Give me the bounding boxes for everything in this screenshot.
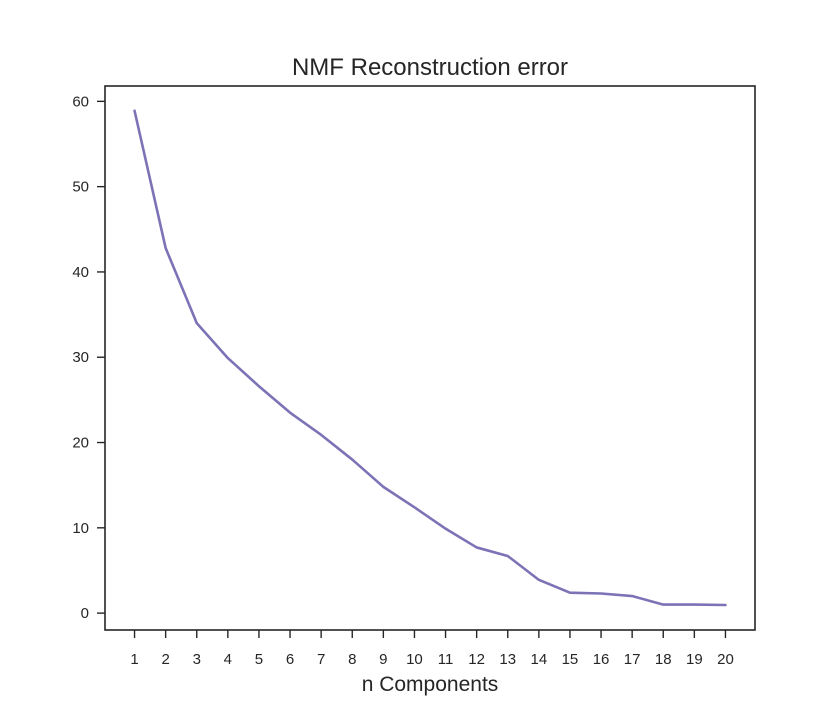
x-tick-label: 7 <box>317 651 325 668</box>
x-tick-label: 15 <box>562 651 579 668</box>
x-axis-label: n Components <box>362 673 499 696</box>
x-tick-label: 8 <box>348 651 356 668</box>
x-tick-label: 3 <box>193 651 201 668</box>
y-tick-label: 20 <box>72 435 89 452</box>
x-tick-label: 9 <box>379 651 387 668</box>
x-tick-label: 18 <box>655 651 672 668</box>
x-tick-label: 19 <box>686 651 703 668</box>
x-tick-label: 12 <box>468 651 485 668</box>
x-tick-label: 16 <box>593 651 610 668</box>
x-axis: 1 2 3 4 5 6 7 8 9 10 11 12 13 14 15 16 17 18 19 20 <box>130 630 734 668</box>
x-tick-label: 20 <box>717 651 734 668</box>
x-tick-label: 14 <box>531 651 548 668</box>
y-tick-label: 10 <box>72 520 89 537</box>
x-tick-label: 10 <box>406 651 423 668</box>
y-tick-label: 50 <box>72 179 89 196</box>
x-tick-label: 11 <box>438 651 454 668</box>
x-tick-label: 13 <box>499 651 516 668</box>
chart-title: NMF Reconstruction error <box>292 54 568 81</box>
x-tick-label: 1 <box>130 651 138 668</box>
x-tick-label: 17 <box>624 651 641 668</box>
x-tick-label: 6 <box>286 651 294 668</box>
series-layer <box>133 109 727 607</box>
y-axis: 0 10 20 30 40 50 60 <box>72 93 105 622</box>
y-tick-label: 30 <box>72 349 89 366</box>
x-tick-label: 4 <box>224 651 232 668</box>
plot-area-frame <box>104 85 756 631</box>
y-tick-label: 40 <box>72 264 89 281</box>
x-tick-label: 2 <box>161 651 169 668</box>
y-tick-label: 60 <box>72 93 89 110</box>
series-line <box>133 109 727 607</box>
y-tick-label: 0 <box>81 605 89 622</box>
x-tick-label: 5 <box>255 651 263 668</box>
